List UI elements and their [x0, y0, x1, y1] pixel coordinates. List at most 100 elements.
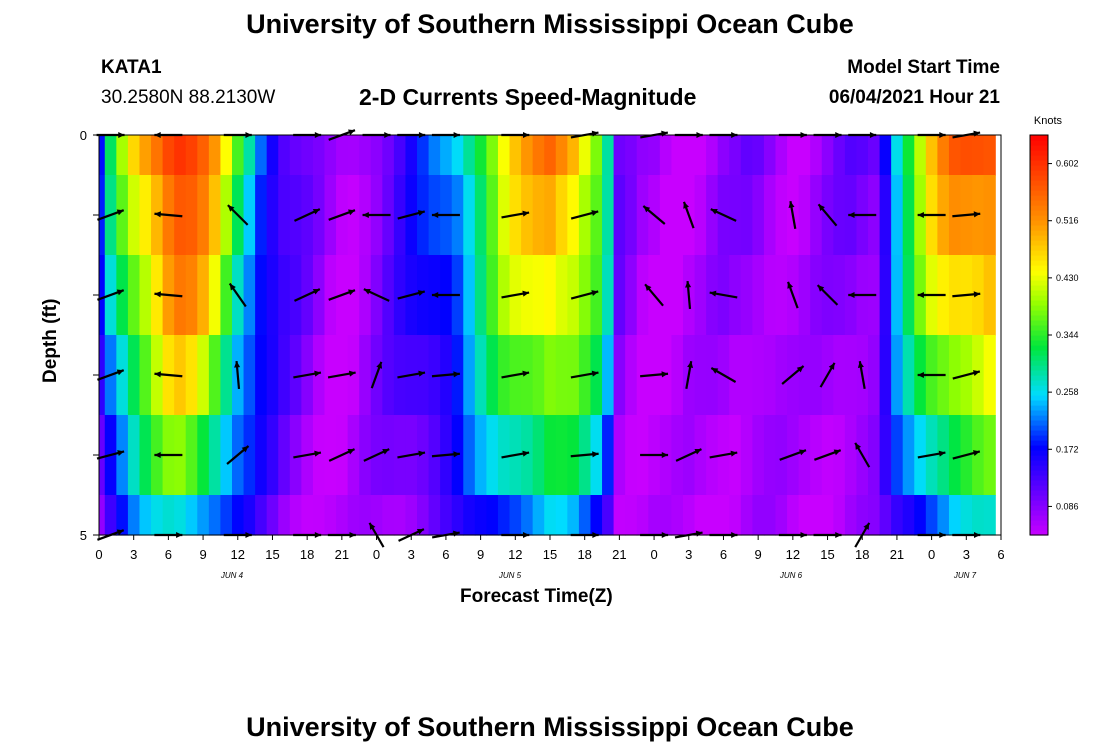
heat-cell — [752, 495, 765, 536]
colorbar-segment — [1030, 420, 1048, 426]
heat-cell — [659, 135, 673, 176]
heat-cell — [127, 135, 141, 176]
current-arrow — [788, 201, 797, 229]
heat-cell — [347, 255, 360, 336]
heat-cell — [694, 255, 707, 336]
heat-cell — [972, 175, 985, 256]
heat-cell — [440, 495, 453, 536]
arrow-head — [522, 370, 530, 377]
colorbar-segment — [1030, 400, 1048, 406]
current-arrow — [328, 289, 356, 301]
heat-cell — [671, 415, 684, 496]
heat-cell — [197, 135, 210, 176]
heat-cell — [891, 175, 904, 256]
heat-cell — [879, 415, 892, 496]
heat-cell — [636, 255, 649, 336]
heat-cell — [937, 495, 950, 536]
arrow-head — [592, 451, 599, 458]
colorbar-segment — [1030, 250, 1048, 256]
heat-cell — [740, 175, 753, 256]
heat-cell — [99, 255, 106, 336]
heat-cell — [902, 495, 915, 536]
colorbar-segment — [1030, 495, 1048, 501]
heat-cell — [497, 415, 511, 496]
heat-cell — [382, 255, 395, 336]
heat-cell — [162, 495, 175, 536]
heat-cell — [636, 495, 649, 536]
arrow-head — [522, 450, 530, 457]
heat-cell — [451, 495, 464, 536]
heat-cell — [220, 415, 233, 496]
current-arrow — [501, 370, 530, 379]
heat-cell — [833, 255, 846, 336]
colorbar-segment — [1030, 280, 1048, 286]
x-tick-label: 18 — [300, 547, 314, 562]
heat-cell — [856, 495, 869, 536]
current-arrow — [97, 289, 125, 301]
heat-cell — [266, 135, 279, 176]
heat-cell — [289, 495, 302, 536]
arrow-head — [348, 209, 356, 216]
colorbar-unit: Knots — [1034, 115, 1063, 127]
heat-cell — [474, 335, 487, 416]
heat-cell — [497, 335, 511, 416]
arrow-head — [522, 210, 530, 217]
heat-cell — [555, 335, 568, 416]
heat-cell — [555, 255, 568, 336]
arrow-head — [799, 449, 807, 456]
heat-cell — [220, 255, 233, 336]
heat-cell — [567, 135, 580, 176]
heat-cell — [625, 255, 638, 336]
heat-cell — [694, 335, 707, 416]
x-tick-label: 3 — [130, 547, 137, 562]
heat-cell — [336, 135, 349, 176]
arrow-head — [312, 288, 320, 295]
x-tick-label: 18 — [577, 547, 591, 562]
colorbar-tick-label: 0.516 — [1056, 216, 1079, 226]
heat-cell — [393, 415, 407, 496]
heat-cell — [255, 255, 268, 336]
day-label: JUN 5 — [498, 571, 522, 580]
arrow-head — [973, 211, 981, 218]
arrow-head — [591, 290, 599, 296]
colorbar-segment — [1030, 240, 1048, 246]
heat-cell — [671, 255, 684, 336]
heat-cell — [243, 175, 256, 256]
heat-cell — [879, 335, 892, 416]
heat-cell — [717, 135, 730, 176]
heat-cell — [127, 255, 141, 336]
heat-cell — [602, 495, 615, 536]
heat-cell — [983, 495, 996, 536]
heat-cell — [116, 335, 129, 416]
current-arrow — [781, 365, 805, 385]
colorbar-segment — [1030, 415, 1048, 421]
heat-cell — [312, 495, 326, 536]
heat-cell — [902, 255, 915, 336]
heat-cell — [509, 135, 522, 176]
current-arrow — [397, 450, 426, 459]
heat-cell — [359, 255, 372, 336]
x-tick-label: 0 — [928, 547, 935, 562]
heat-cell — [382, 415, 395, 496]
heat-cell — [116, 135, 129, 176]
arrow-head — [431, 211, 439, 219]
heat-cell — [255, 495, 268, 536]
colorbar-segment — [1030, 185, 1048, 191]
arrow-head — [348, 289, 356, 296]
x-tick-label: 0 — [373, 547, 380, 562]
arrow-head — [591, 210, 599, 216]
heat-cell — [301, 135, 314, 176]
colorbar-segment — [1030, 355, 1048, 361]
heat-cell — [555, 415, 568, 496]
heat-cell — [370, 495, 383, 536]
heat-cell — [856, 135, 869, 176]
heat-cell — [185, 255, 198, 336]
heat-cell — [752, 175, 765, 256]
x-tick-label: 21 — [612, 547, 626, 562]
heat-cell — [185, 175, 198, 256]
heat-cell — [243, 335, 256, 416]
x-tick-label: 3 — [685, 547, 692, 562]
heat-cell — [752, 335, 765, 416]
colorbar-tick-label: 0.430 — [1056, 273, 1079, 283]
x-tick-label: 18 — [855, 547, 869, 562]
